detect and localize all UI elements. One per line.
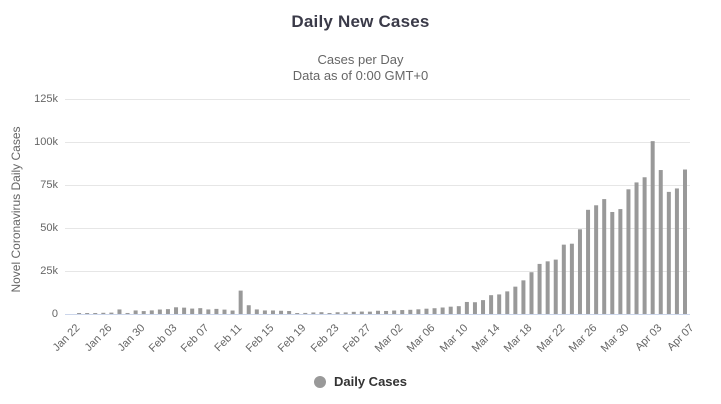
daily-cases-bar[interactable] — [448, 306, 453, 314]
daily-cases-bar[interactable] — [545, 261, 550, 314]
daily-cases-bar[interactable] — [359, 311, 364, 314]
daily-cases-bar[interactable] — [618, 209, 623, 314]
daily-cases-bar[interactable] — [222, 309, 227, 314]
legend-label: Daily Cases — [334, 374, 407, 389]
daily-cases-bar[interactable] — [594, 205, 599, 314]
daily-cases-bar[interactable] — [319, 312, 324, 314]
daily-cases-bar[interactable] — [262, 310, 267, 314]
chart-subtitle-line1: Cases per Day — [317, 52, 404, 67]
daily-cases-bar[interactable] — [198, 308, 203, 314]
daily-cases-bar[interactable] — [561, 244, 566, 314]
daily-cases-bar[interactable] — [674, 188, 679, 314]
daily-cases-bar[interactable] — [384, 310, 389, 314]
daily-cases-bar[interactable] — [577, 229, 582, 314]
daily-cases-bar[interactable] — [634, 182, 639, 314]
daily-cases-bar[interactable] — [521, 280, 526, 314]
daily-cases-bar[interactable] — [93, 313, 98, 314]
legend-marker-icon — [314, 375, 326, 388]
daily-cases-bar[interactable] — [602, 199, 607, 314]
daily-cases-bar[interactable] — [311, 312, 316, 314]
daily-cases-bar[interactable] — [642, 177, 647, 314]
daily-cases-bar[interactable] — [117, 309, 122, 314]
y-axis-tick-label: 125k — [34, 93, 58, 105]
daily-cases-bar[interactable] — [569, 243, 574, 314]
daily-cases-bar[interactable] — [537, 263, 542, 314]
daily-cases-bar[interactable] — [497, 294, 502, 314]
daily-cases-bar[interactable] — [553, 259, 558, 314]
daily-cases-bar[interactable] — [472, 302, 477, 314]
daily-cases-bar[interactable] — [408, 309, 413, 314]
daily-cases-bar[interactable] — [279, 310, 284, 314]
daily-cases-bar[interactable] — [392, 310, 397, 314]
daily-cases-bar[interactable] — [367, 311, 372, 314]
daily-cases-bar[interactable] — [101, 312, 106, 314]
daily-cases-bar[interactable] — [303, 312, 308, 314]
daily-cases-bar[interactable] — [489, 295, 494, 314]
chart-subtitle-line2: Data as of 0:00 GMT+0 — [292, 68, 429, 83]
daily-cases-bar[interactable] — [481, 300, 486, 314]
y-axis-tick-label: 75k — [40, 179, 58, 191]
daily-cases-bar[interactable] — [610, 211, 615, 314]
daily-cases-bar[interactable] — [157, 309, 162, 314]
daily-cases-bar[interactable] — [505, 291, 510, 314]
daily-cases-bar[interactable] — [456, 306, 461, 314]
daily-cases-bar[interactable] — [351, 311, 356, 314]
daily-cases-bar[interactable] — [666, 191, 671, 314]
daily-cases-bar[interactable] — [190, 308, 195, 314]
daily-cases-bar[interactable] — [626, 189, 631, 314]
daily-cases-bar[interactable] — [133, 310, 138, 314]
daily-cases-bar[interactable] — [416, 309, 421, 314]
daily-cases-bar[interactable] — [141, 311, 146, 314]
daily-cases-bar[interactable] — [440, 307, 445, 315]
y-axis-tick-label: 100k — [34, 136, 58, 148]
daily-cases-bar[interactable] — [214, 308, 219, 314]
daily-cases-bar[interactable] — [343, 312, 348, 314]
daily-cases-bar[interactable] — [432, 308, 437, 314]
y-axis-tick-label: 25k — [40, 265, 58, 277]
daily-cases-bar[interactable] — [650, 141, 655, 314]
daily-cases-bar[interactable] — [295, 313, 300, 314]
y-axis-tick-label: 50k — [40, 222, 58, 234]
daily-cases-bar[interactable] — [149, 310, 154, 314]
daily-cases-bar[interactable] — [238, 290, 243, 314]
daily-cases-bar[interactable] — [658, 170, 663, 314]
chart-title: Daily New Cases — [291, 12, 430, 31]
daily-cases-bar[interactable] — [174, 307, 179, 314]
daily-cases-bar[interactable] — [400, 310, 405, 314]
y-axis-tick-label: 0 — [51, 308, 58, 320]
daily-cases-bar[interactable] — [254, 309, 259, 314]
daily-cases-bar[interactable] — [335, 312, 340, 314]
legend-daily-cases[interactable]: Daily Cases — [0, 374, 721, 389]
daily-cases-bar[interactable] — [182, 307, 187, 314]
daily-cases-bar[interactable] — [85, 313, 90, 314]
daily-cases-bar[interactable] — [464, 301, 469, 314]
daily-cases-bar[interactable] — [165, 309, 170, 314]
daily-cases-bar[interactable] — [424, 308, 429, 314]
daily-cases-bar[interactable] — [270, 310, 275, 314]
daily-cases-bar[interactable] — [586, 209, 591, 314]
daily-cases-bar[interactable] — [246, 305, 251, 314]
daily-cases-bar[interactable] — [109, 312, 114, 314]
daily-cases-bar[interactable] — [125, 312, 130, 314]
daily-cases-bar[interactable] — [376, 310, 380, 314]
daily-cases-bar[interactable] — [230, 310, 235, 314]
daily-cases-bar[interactable] — [683, 169, 687, 314]
daily-cases-bar[interactable] — [77, 313, 82, 314]
daily-cases-bar[interactable] — [513, 286, 518, 314]
daily-cases-bar[interactable] — [327, 312, 332, 314]
daily-cases-bar[interactable] — [206, 309, 211, 314]
daily-cases-bar[interactable] — [287, 310, 292, 314]
daily-cases-bar[interactable] — [529, 272, 534, 314]
